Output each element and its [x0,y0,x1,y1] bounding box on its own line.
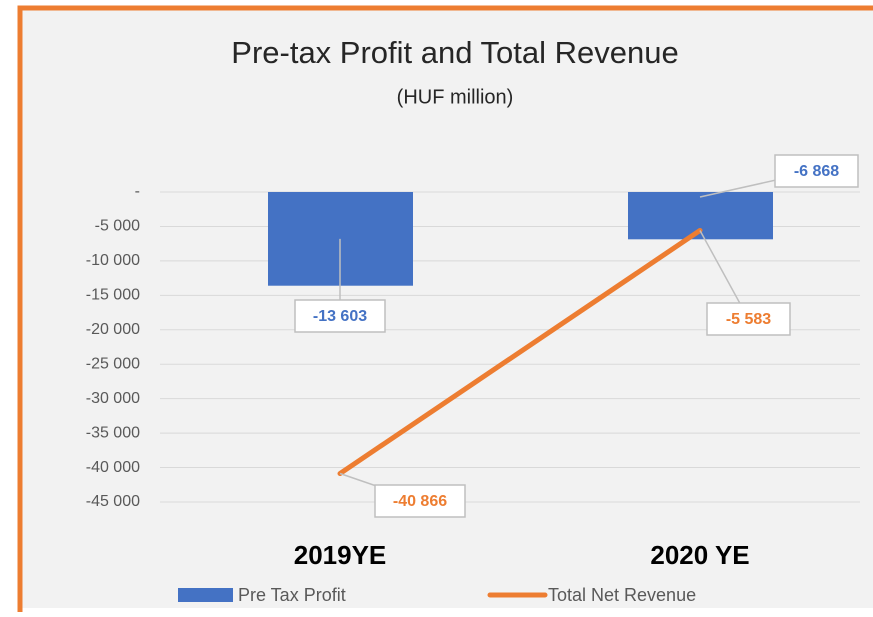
y-tick-label: -40 000 [86,459,140,476]
x-tick-label: 2019YE [294,540,387,570]
data-label-box [294,299,386,333]
frame [17,5,873,612]
data-label: -5 583 [726,311,771,328]
y-tick-label: -5 000 [95,218,140,235]
line [337,227,703,477]
legend-label: Total Net Revenue [548,585,696,605]
data-label-box [374,484,466,518]
y-tick-label: -10 000 [86,252,140,269]
data-label-box [706,302,791,336]
x-tick-label: 2020 YE [650,540,749,570]
y-tick-label: -20 000 [86,321,140,338]
data-label: -13 603 [313,308,367,325]
legend-swatch [178,588,233,602]
y-tick-label: -35 000 [86,424,140,441]
chart-title: Pre-tax Profit and Total Revenue [231,35,678,70]
legend-label: Pre Tax Profit [238,585,346,605]
chart-subtitle: (HUF million) [397,86,514,108]
data-label: -6 868 [794,163,839,180]
data-label-box [774,154,859,188]
data-label: -40 866 [393,493,447,510]
y-tick-label: - [135,183,140,200]
y-tick-label: -15 000 [86,287,140,304]
y-tick-label: -25 000 [86,355,140,372]
y-tick-label: -45 000 [86,493,140,510]
y-tick-label: -30 000 [86,390,140,407]
